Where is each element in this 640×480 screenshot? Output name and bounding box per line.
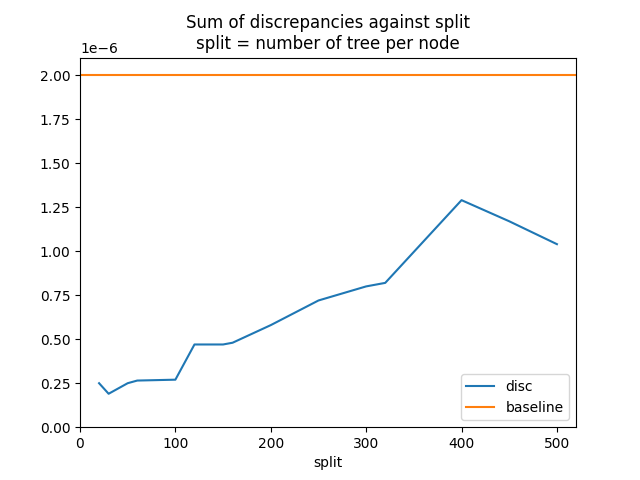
disc bbox=[220, 342, 227, 348]
disc bbox=[267, 322, 275, 328]
disc bbox=[172, 377, 179, 383]
disc bbox=[553, 241, 561, 247]
disc bbox=[362, 284, 370, 289]
disc bbox=[506, 218, 513, 224]
disc bbox=[191, 342, 198, 348]
Title: Sum of discrepancies against split
split = number of tree per node: Sum of discrepancies against split split… bbox=[186, 14, 470, 53]
baseline bbox=[77, 72, 84, 78]
disc bbox=[381, 280, 389, 286]
Legend: disc, baseline: disc, baseline bbox=[461, 374, 569, 420]
Line: disc: disc bbox=[99, 200, 557, 394]
disc bbox=[124, 380, 132, 386]
X-axis label: split: split bbox=[314, 456, 342, 470]
baseline bbox=[76, 72, 84, 78]
disc bbox=[458, 197, 465, 203]
disc bbox=[315, 298, 323, 303]
disc bbox=[95, 380, 103, 386]
disc bbox=[105, 391, 113, 396]
disc bbox=[228, 340, 236, 346]
disc bbox=[133, 378, 141, 384]
